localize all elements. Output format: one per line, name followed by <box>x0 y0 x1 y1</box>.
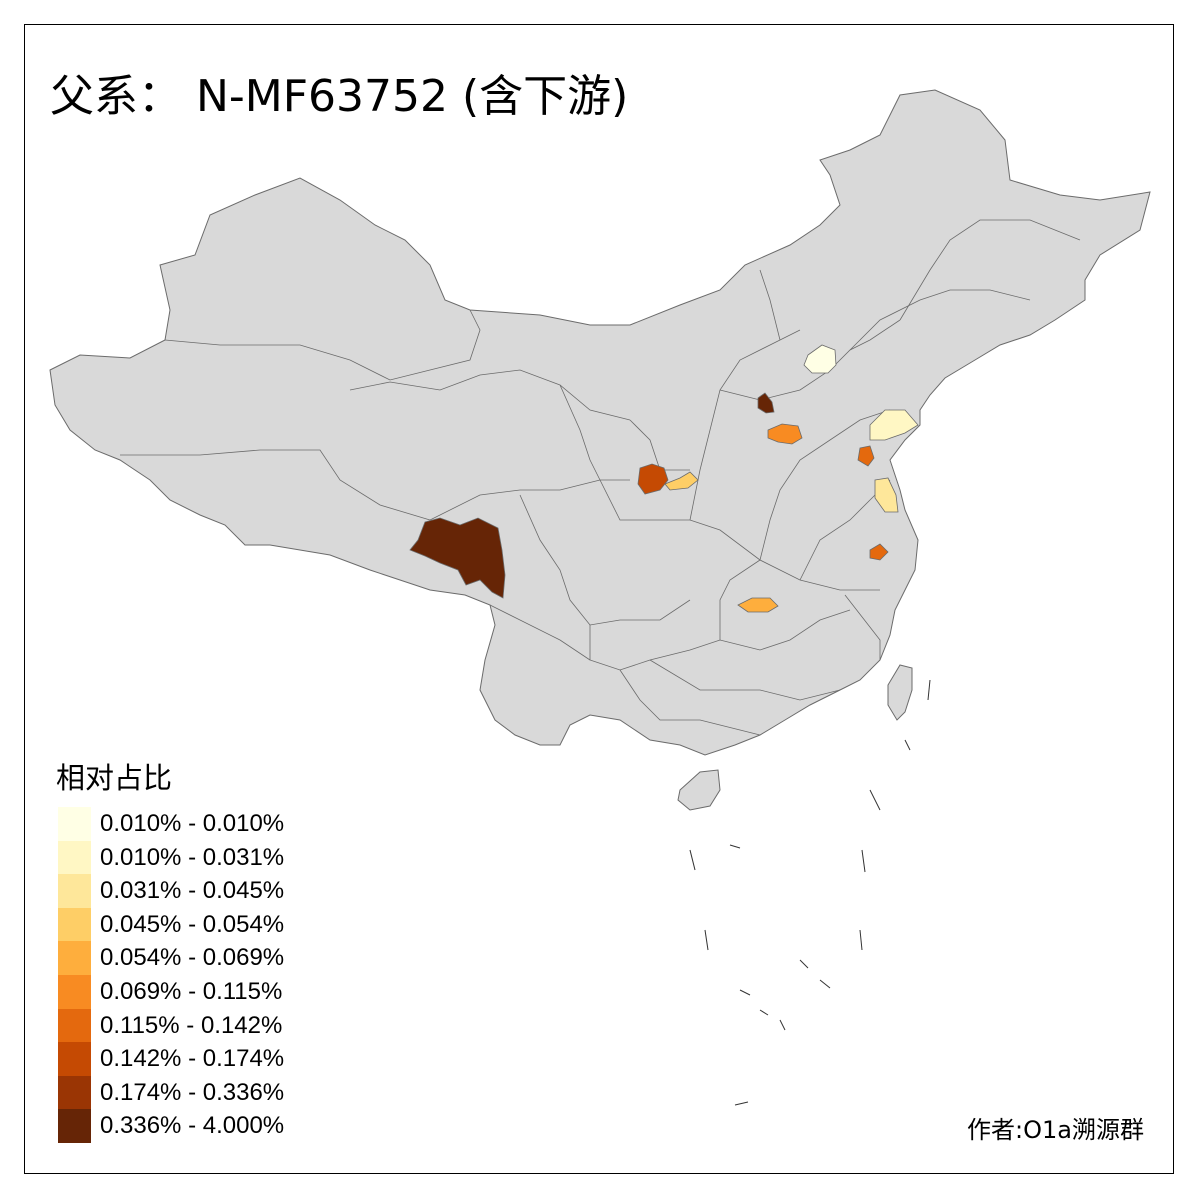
legend-item: 0.031% - 0.045% <box>58 874 358 908</box>
legend-swatch <box>58 1008 91 1043</box>
legend-item: 0.010% - 0.010% <box>58 807 358 841</box>
legend-label: 0.045% - 0.054% <box>100 910 285 938</box>
region-shandong-east <box>869 409 919 441</box>
map-title: 父系： N-MF63752 (含下游) <box>50 71 629 122</box>
legend-item: 0.010% - 0.031% <box>58 840 358 875</box>
region-hubei <box>737 597 779 613</box>
author-credit: 作者:O1a溯源群 <box>967 1116 1144 1144</box>
highlighted-regions <box>409 344 919 613</box>
south-sea-islands <box>689 679 931 1106</box>
region-sichuan-west <box>409 517 506 599</box>
legend-label: 0.031% - 0.045% <box>100 877 285 905</box>
legend-label: 0.174% - 0.336% <box>100 1078 285 1106</box>
region-jiangsu <box>874 477 899 513</box>
legend-label: 0.054% - 0.069% <box>100 944 285 972</box>
legend-swatch <box>58 1109 91 1143</box>
legend-swatch <box>58 941 91 975</box>
hainan-island <box>677 769 721 811</box>
legend-swatch <box>58 975 91 1009</box>
taiwan-island <box>887 664 913 721</box>
legend-swatch <box>58 840 91 875</box>
region-shandong-south <box>857 445 875 467</box>
legend-swatch <box>58 907 91 942</box>
legend-swatch <box>58 1075 91 1110</box>
region-anhui-east <box>869 543 889 561</box>
legend-label: 0.115% - 0.142% <box>100 1011 283 1039</box>
legend-label: 0.010% - 0.031% <box>100 843 285 871</box>
legend-label: 0.142% - 0.174% <box>100 1045 285 1073</box>
legend-item: 0.174% - 0.336% <box>58 1075 358 1110</box>
legend-title: 相对占比 <box>56 761 173 795</box>
legend-label: 0.010% - 0.010% <box>100 810 285 837</box>
legend-swatch <box>58 807 91 841</box>
region-hebei-south <box>767 423 803 445</box>
legend-item: 0.336% - 4.000% <box>58 1109 358 1143</box>
legend-item: 0.142% - 0.174% <box>58 1042 358 1076</box>
region-shaanxi <box>637 463 669 495</box>
legend-item: 0.054% - 0.069% <box>58 941 358 975</box>
legend-swatch <box>58 874 91 908</box>
region-henan-west <box>664 471 699 491</box>
legend-label: 0.336% - 4.000% <box>100 1112 285 1140</box>
legend-item: 0.069% - 0.115% <box>58 975 358 1009</box>
legend-item: 0.045% - 0.054% <box>58 907 358 942</box>
legend-item: 0.115% - 0.142% <box>58 1008 358 1043</box>
region-beijing <box>803 344 837 374</box>
china-outline <box>49 89 1151 756</box>
legend-swatch <box>58 1042 91 1076</box>
legend-label: 0.069% - 0.115% <box>100 978 283 1005</box>
map-frame <box>24 24 1174 1174</box>
region-shanxi-north <box>757 392 775 414</box>
